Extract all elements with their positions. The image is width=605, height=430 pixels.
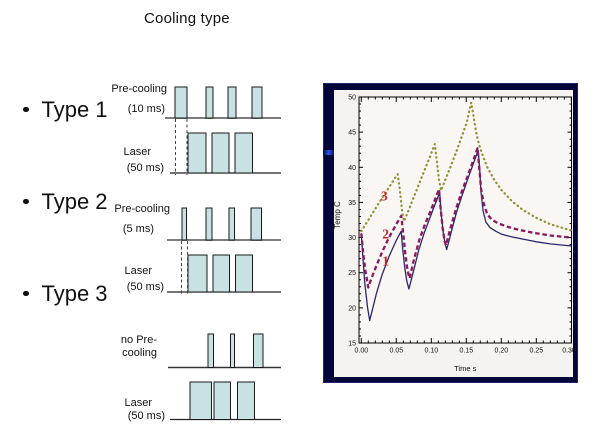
x-tick-label: 0.00 (354, 348, 368, 355)
diagram-type-3-laser-pulse (213, 381, 231, 420)
bullet-type-3: Type 3 (20, 282, 108, 305)
curve-3 (360, 101, 573, 233)
diagram-type-2-precooling-label: (5 ms) (123, 223, 154, 235)
diagram-type-3-laser-pulse (189, 381, 212, 420)
y-tick-label: 40 (348, 165, 356, 172)
diagram-type-3-precooling-pulse (253, 333, 264, 368)
curve-label-1: 1 (382, 254, 389, 269)
chart-frame-border (323, 83, 578, 383)
diagram-type-1-precooling-pulse (227, 86, 237, 119)
bullet-dot-icon (23, 198, 29, 205)
diagram-type-1-laser-label: Laser (123, 146, 151, 158)
y-tick-label: 50 (348, 94, 356, 101)
chart-svg: 0.00 0.05 0.10 0.15 0.20 0.25 0.30 15 20 25 30 35 40… (323, 83, 578, 383)
x-axis-title: Time s (454, 364, 476, 373)
slide-title: Cooling type (144, 10, 230, 27)
diagram-type-3-precooling-pulse (230, 333, 235, 368)
x-tick-label: 0.25 (529, 348, 543, 355)
bullet-dot-icon (23, 106, 29, 113)
diagram-type-3-laser-label: (50 ms) (128, 410, 165, 422)
diagram-type-2-laser-pulse (187, 254, 208, 293)
y-tick-label: 45 (348, 130, 356, 137)
bullet-type-1-label: Type 1 (41, 97, 108, 122)
diagram-type-2-precooling-pulse (250, 207, 262, 241)
y-tick-label: 20 (348, 305, 356, 312)
diagram-type-2-laser-label: Laser (124, 265, 152, 277)
diagram-type-1-precooling-label: (10 ms) (128, 103, 165, 115)
bullet-type-1: Type 1 (20, 98, 108, 121)
diagram-type-1-laser-pulse (211, 132, 230, 174)
y-tick-label: 25 (348, 270, 356, 277)
curve-label-3: 3 (381, 188, 388, 203)
x-tick-label: 0.15 (459, 348, 473, 355)
diagram-type-1-precooling-pulse (174, 86, 188, 119)
diagram-type-2-laser-pulse (212, 254, 230, 293)
y-tick-label: 35 (348, 200, 356, 207)
plot-area (358, 96, 572, 344)
diagram-type-2-laser-label: (50 ms) (127, 281, 164, 293)
y-axis-title: Temp C (333, 201, 342, 229)
diagram-type-3-precooling-label: cooling (122, 347, 157, 359)
temperature-chart: 0.00 0.05 0.10 0.15 0.20 0.25 0.30 15 20 25 30 35 40… (323, 83, 578, 383)
curve-2 (360, 147, 572, 289)
diagram-type-1-precooling-pulse (205, 86, 214, 119)
diagram-type-3-precooling-label: no Pre- (121, 334, 157, 346)
x-tick-label: 0.30 (562, 348, 576, 355)
pulse-timing-diagrams: Pre-cooling(10 ms)Laser(50 ms)Pre-coolin… (111, 83, 281, 422)
diagram-type-2-precooling-label: Pre-cooling (114, 203, 170, 215)
x-tick-label: 0.10 (424, 348, 438, 355)
bullet-dot-icon (23, 290, 29, 297)
diagram-type-3-laser-label: Laser (124, 397, 152, 409)
diagram-type-1-precooling-pulse (251, 86, 263, 119)
bullet-type-2-label: Type 2 (41, 189, 108, 214)
chart-frame-glint (323, 150, 335, 155)
diagram-type-3-laser-pulse (237, 381, 255, 420)
bullet-type-3-label: Type 3 (41, 281, 108, 306)
y-tick-label: 30 (348, 235, 356, 242)
diagram-type-1-laser-pulse (234, 132, 253, 174)
x-tick-label: 0.05 (389, 348, 403, 355)
bullet-type-2: Type 2 (20, 190, 108, 213)
diagram-type-2-precooling-pulse (181, 207, 187, 241)
y-tick-label: 15 (348, 341, 356, 348)
x-tick-label: 0.20 (494, 348, 508, 355)
diagram-type-2-precooling-pulse (228, 207, 235, 241)
curve-label-2: 2 (382, 226, 389, 241)
diagram-type-1-laser-label: (50 ms) (127, 162, 164, 174)
diagram-type-2-precooling-pulse (205, 207, 213, 241)
diagram-type-1-laser-pulse (187, 132, 207, 174)
diagram-type-3-precooling-pulse (207, 333, 214, 368)
diagram-type-1-precooling-label: Pre-cooling (111, 83, 167, 95)
diagram-type-2-laser-pulse (235, 254, 253, 293)
